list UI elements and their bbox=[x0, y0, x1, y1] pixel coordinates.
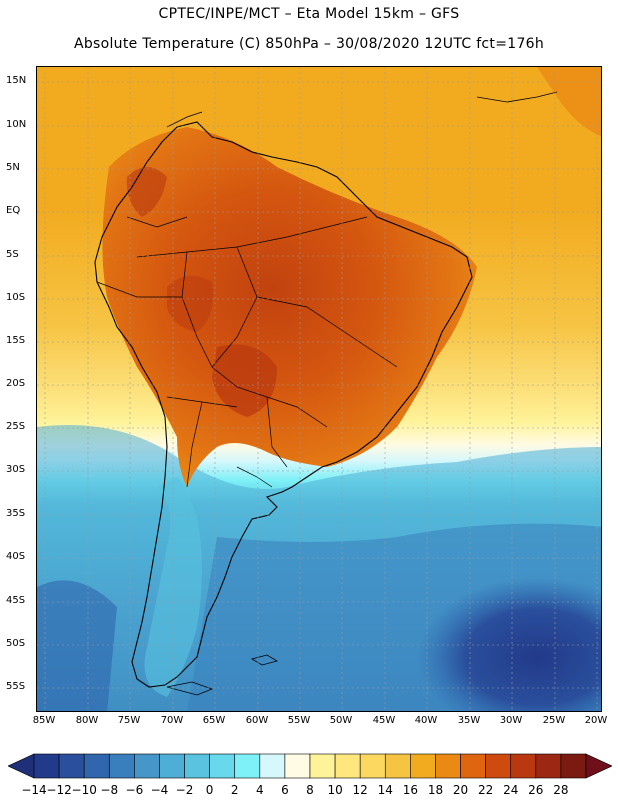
colorbar-cell bbox=[485, 753, 512, 779]
colorbar-label: −6 bbox=[125, 783, 144, 797]
lat-label-15s: 15S bbox=[6, 335, 26, 346]
lat-label-55s: 55S bbox=[6, 681, 26, 692]
lat-label-15n: 15N bbox=[6, 75, 27, 86]
lat-label-30s: 30S bbox=[6, 464, 26, 475]
lat-label-10s: 10S bbox=[6, 292, 26, 303]
lon-label-20w: 20W bbox=[584, 715, 608, 726]
colorbar-high-arrow bbox=[585, 753, 612, 779]
colorbar-cell bbox=[309, 753, 336, 779]
colorbar-label: −4 bbox=[150, 783, 169, 797]
colorbar-cell bbox=[560, 753, 587, 779]
colorbar-cell bbox=[134, 753, 160, 779]
colorbar-cell bbox=[108, 753, 135, 779]
colorbar-label: 4 bbox=[255, 783, 264, 797]
lon-label-25w: 25W bbox=[542, 715, 566, 726]
country-borders bbox=[96, 216, 398, 488]
colorbar-label: 2 bbox=[230, 783, 239, 797]
colorbar-label: −12 bbox=[46, 783, 72, 797]
lat-label-35s: 35S bbox=[6, 508, 26, 519]
colorbar-label: −2 bbox=[175, 783, 194, 797]
colorbar-label: −10 bbox=[71, 783, 97, 797]
colorbar-label: 12 bbox=[352, 783, 368, 797]
colorbar-cell bbox=[234, 753, 261, 779]
colorbar-cell bbox=[410, 753, 436, 779]
colorbar-cell bbox=[259, 753, 286, 779]
colorbar-label: 0 bbox=[205, 783, 214, 797]
lon-label-55w: 55W bbox=[287, 715, 311, 726]
colorbar-cell bbox=[510, 753, 537, 779]
lat-label-25s: 25S bbox=[6, 421, 26, 432]
colorbar-low-arrow bbox=[8, 753, 35, 779]
lat-label-5s: 5S bbox=[6, 249, 19, 260]
colorbar-cell bbox=[359, 753, 386, 779]
colorbar-cell bbox=[334, 753, 361, 779]
colorbar-cell bbox=[184, 753, 210, 779]
lon-label-45w: 45W bbox=[372, 715, 396, 726]
colorbar-cell bbox=[284, 753, 311, 779]
colorbar-label: 22 bbox=[477, 783, 494, 797]
lon-label-70w: 70W bbox=[160, 715, 184, 726]
map-title-source: CPTEC/INPE/MCT – Eta Model 15km – GFS bbox=[158, 6, 460, 22]
colorbar-label: 18 bbox=[427, 783, 444, 797]
lat-label-20s: 20S bbox=[6, 378, 26, 389]
color-scale-bar bbox=[8, 753, 612, 779]
lon-label-65w: 65W bbox=[202, 715, 226, 726]
graticule bbox=[37, 67, 601, 711]
colorbar-cell bbox=[535, 753, 562, 779]
colorbar-label: −8 bbox=[100, 783, 119, 797]
coastline bbox=[94, 121, 473, 688]
colorbar-label: 16 bbox=[402, 783, 418, 797]
colorbar-label: 20 bbox=[452, 783, 469, 797]
lat-label-40s: 40S bbox=[6, 551, 26, 562]
colorbar-label: 24 bbox=[503, 783, 519, 797]
colorbar-label: 10 bbox=[327, 783, 343, 797]
falkland-islands bbox=[250, 654, 279, 666]
lon-label-60w: 60W bbox=[245, 715, 269, 726]
colorbar-cell bbox=[83, 753, 110, 779]
map-title-variable: Absolute Temperature (C) 850hPa – 30/08/… bbox=[73, 36, 545, 52]
land-warm-field bbox=[102, 127, 478, 487]
colorbar-label: 8 bbox=[306, 783, 314, 797]
colorbar-label: 6 bbox=[281, 783, 289, 797]
colorbar-cell bbox=[33, 753, 60, 779]
lon-label-75w: 75W bbox=[117, 715, 141, 726]
lat-label-50s: 50S bbox=[6, 638, 26, 649]
lat-label-eq: EQ bbox=[6, 205, 21, 216]
temperature-map bbox=[36, 66, 602, 712]
colorbar-cell bbox=[209, 753, 236, 779]
colorbar-cell bbox=[58, 753, 85, 779]
colorbar-label: −14 bbox=[21, 783, 47, 797]
colorbar-label: 14 bbox=[377, 783, 393, 797]
lon-label-80w: 80W bbox=[75, 715, 99, 726]
colorbar-cell bbox=[384, 753, 411, 779]
lat-label-10n: 10N bbox=[6, 119, 27, 130]
lat-label-5n: 5N bbox=[6, 162, 20, 173]
lon-label-40w: 40W bbox=[414, 715, 438, 726]
colorbar-cell bbox=[435, 753, 461, 779]
lon-label-50w: 50W bbox=[329, 715, 353, 726]
colorbar-label: 28 bbox=[553, 783, 569, 797]
colorbar-cell bbox=[159, 753, 185, 779]
colorbar-cell bbox=[460, 753, 486, 779]
lon-label-85w: 85W bbox=[32, 715, 56, 726]
colorbar-label: 26 bbox=[528, 783, 544, 797]
lat-label-45s: 45S bbox=[6, 595, 26, 606]
lon-label-35w: 35W bbox=[457, 715, 481, 726]
map-canvas bbox=[37, 67, 601, 711]
lon-label-30w: 30W bbox=[499, 715, 523, 726]
